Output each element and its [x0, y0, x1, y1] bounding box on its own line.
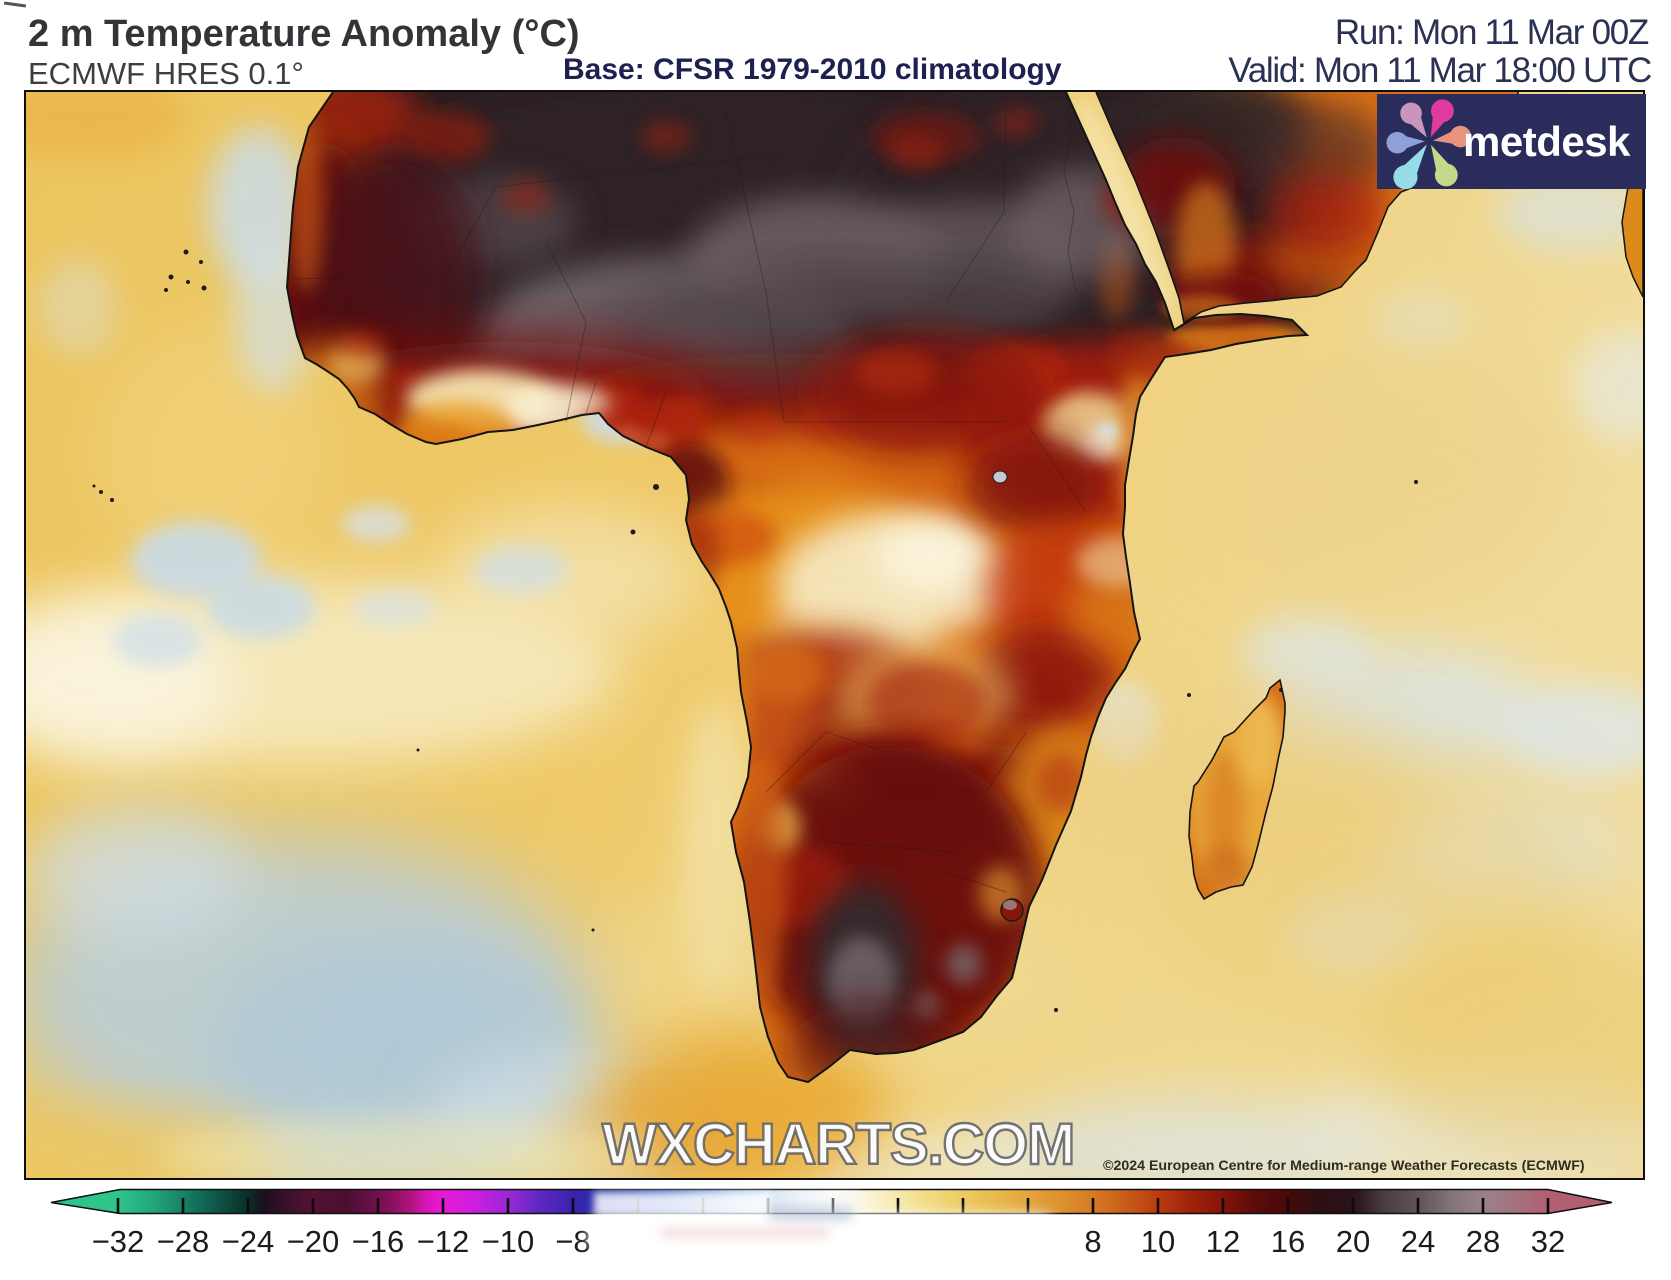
svg-text:−32: −32 [92, 1224, 145, 1259]
svg-text:32: 32 [1531, 1224, 1565, 1259]
svg-text:10: 10 [1141, 1224, 1175, 1259]
svg-text:−28: −28 [157, 1224, 210, 1259]
svg-text:−12: −12 [417, 1224, 470, 1259]
svg-text:−10: −10 [482, 1224, 535, 1259]
svg-text:metdesk: metdesk [1463, 118, 1631, 165]
svg-text:16: 16 [1271, 1224, 1305, 1259]
svg-text:12: 12 [1206, 1224, 1240, 1259]
svg-text:−20: −20 [287, 1224, 340, 1259]
svg-text:24: 24 [1401, 1224, 1435, 1259]
svg-text:20: 20 [1336, 1224, 1370, 1259]
svg-text:−16: −16 [352, 1224, 405, 1259]
svg-text:−24: −24 [222, 1224, 275, 1259]
svg-text:8: 8 [1084, 1224, 1101, 1259]
svg-text:−8: −8 [555, 1224, 590, 1259]
svg-text:28: 28 [1466, 1224, 1500, 1259]
